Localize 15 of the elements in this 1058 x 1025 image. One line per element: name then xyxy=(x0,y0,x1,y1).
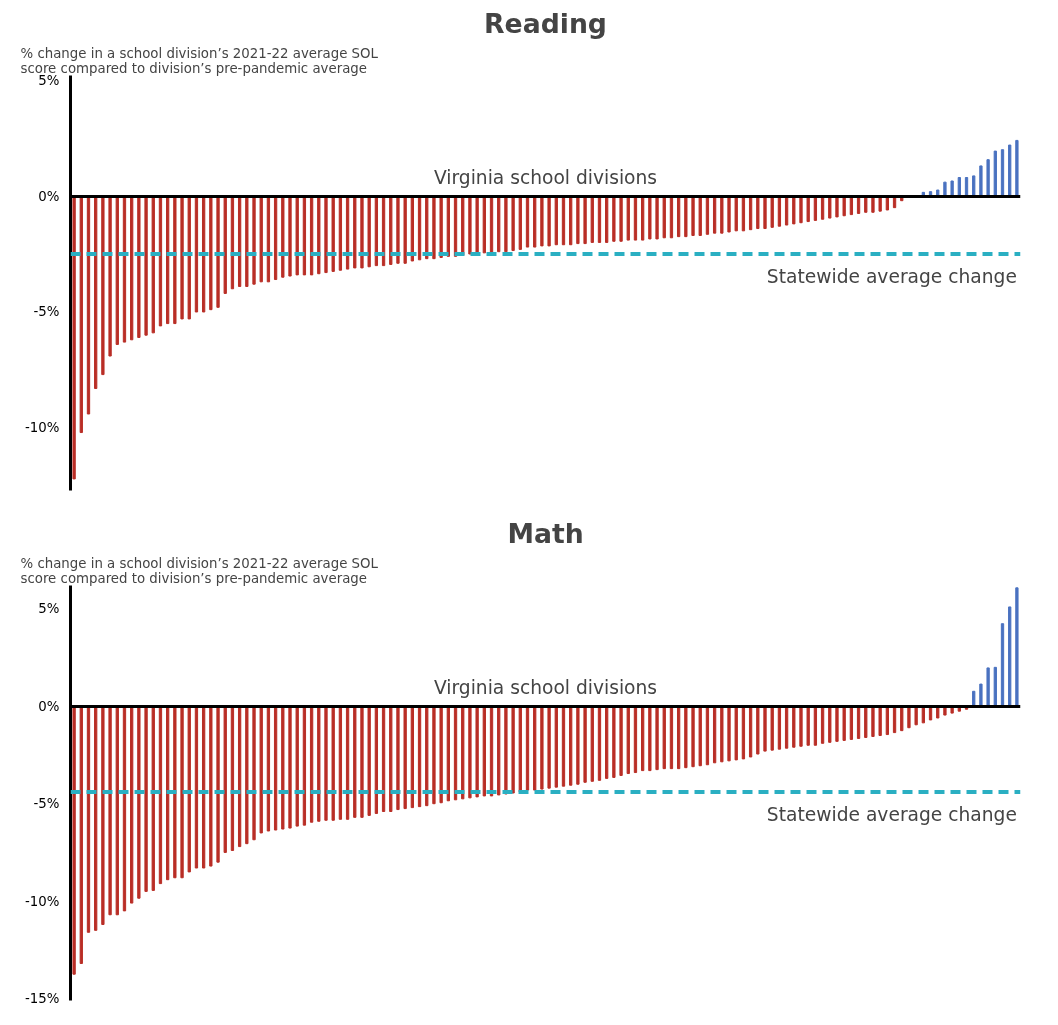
y-tick-label: 0% xyxy=(38,188,60,204)
y-tick-label: -10% xyxy=(25,420,60,436)
y-tick-label: -5% xyxy=(33,304,60,320)
y-axis-title: % change in a school division’s 2021-22 average SOL score compared to division’s pre-pandemic average xyxy=(20,555,379,586)
chart-title: Math xyxy=(507,517,584,549)
y-tick-label: -5% xyxy=(33,796,60,812)
chart-title: Reading xyxy=(484,7,607,39)
ref-line-label: Statewide average change xyxy=(766,266,1017,288)
y-tick-label: -10% xyxy=(25,893,60,909)
y-tick-label: -15% xyxy=(25,991,60,1007)
y-tick-label: 5% xyxy=(38,601,60,617)
y-tick-label: 0% xyxy=(38,698,60,714)
annotation: Virginia school divisions xyxy=(433,677,658,699)
annotation: Virginia school divisions xyxy=(433,167,658,189)
ref-line-label: Statewide average change xyxy=(766,804,1017,826)
